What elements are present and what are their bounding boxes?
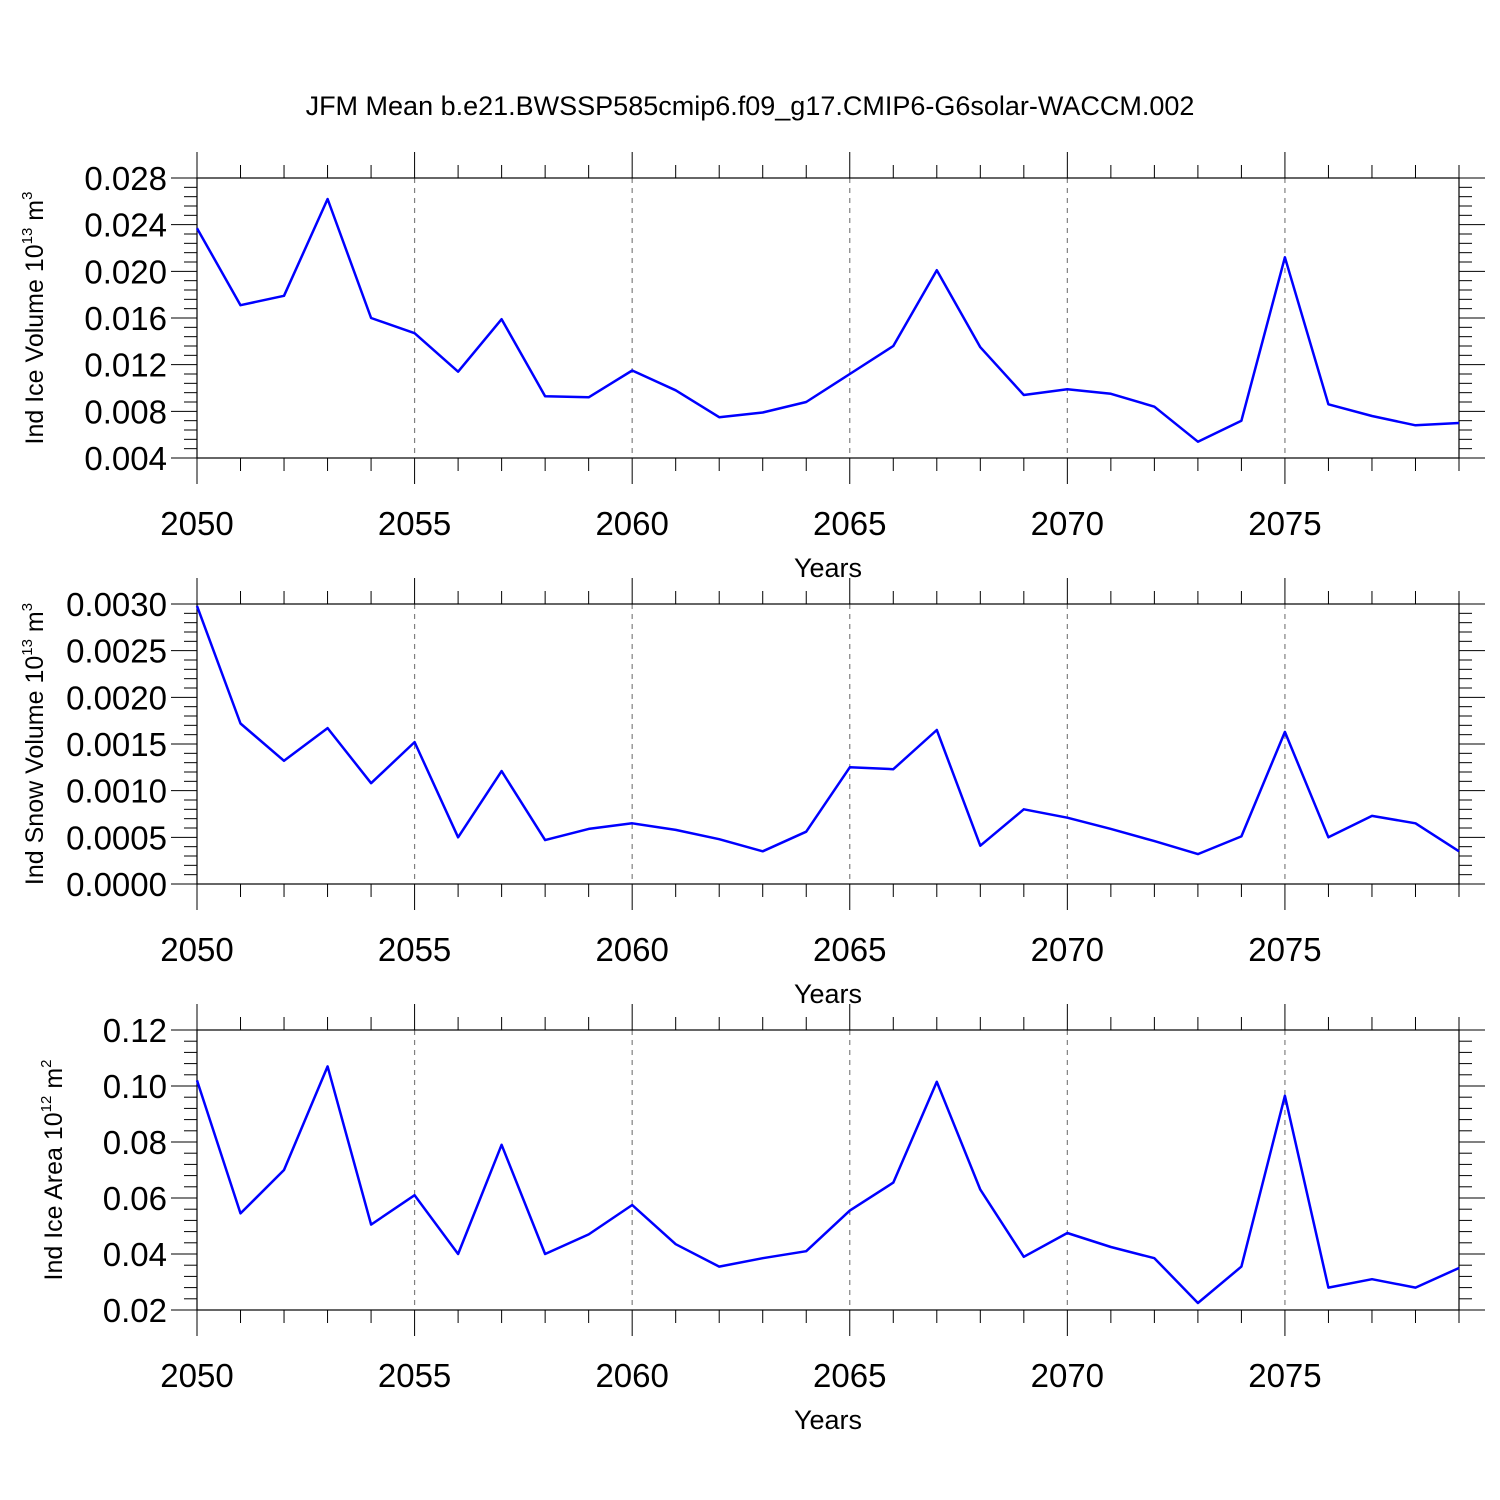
y-tick-label: 0.12	[103, 1012, 167, 1049]
x-axis-title: Years	[794, 979, 862, 1009]
x-tick-label: 2065	[813, 505, 886, 542]
y-tick-label: 0.004	[84, 440, 167, 477]
y-tick-label: 0.020	[84, 253, 167, 290]
y-tick-label: 0.06	[103, 1180, 167, 1217]
y-tick-label: 0.04	[103, 1236, 167, 1273]
x-tick-label: 2070	[1031, 505, 1104, 542]
plot-frame	[196, 1029, 1460, 1311]
x-tick-label: 2050	[160, 1357, 233, 1394]
x-tick-label: 2075	[1248, 1357, 1321, 1394]
x-tick-label: 2075	[1248, 505, 1321, 542]
y-tick-label: 0.0025	[66, 633, 167, 670]
panels-group: 0.004 0.008 0.012 0.016 0.020 0.024 0.028 2050 2…	[19, 152, 1485, 1435]
y-tick-label: 0.08	[103, 1124, 167, 1161]
x-tick-label: 2055	[378, 505, 451, 542]
y-tick-label: 0.012	[84, 347, 167, 384]
series-line	[195, 197, 1460, 443]
panel-1: 0.004 0.008 0.012 0.016 0.020 0.024 0.028 2050 2…	[19, 152, 1485, 583]
x-tick-label: 2060	[595, 505, 668, 542]
y-tick-label: 0.0010	[66, 773, 167, 810]
x-tick-label: 2070	[1031, 931, 1104, 968]
y-tick-label: 0.028	[84, 160, 167, 197]
x-axis-title: Years	[794, 553, 862, 583]
y-tick-label: 0.0020	[66, 679, 167, 716]
x-tick-label: 2065	[813, 1357, 886, 1394]
panel-3: 0.02 0.04 0.06 0.08 0.10 0.12 2050 2055 2060 2065…	[38, 1004, 1485, 1435]
y-tick-label: 0.0015	[66, 726, 167, 763]
figure-title: JFM Mean b.e21.BWSSP585cmip6.f09_g17.CMI…	[306, 91, 1195, 121]
y-tick-label: 0.024	[84, 207, 167, 244]
y-tick-label: 0.0000	[66, 866, 167, 903]
x-tick-label: 2075	[1248, 931, 1321, 968]
x-tick-label: 2055	[378, 1357, 451, 1394]
y-tick-label: 0.0005	[66, 819, 167, 856]
x-tick-label: 2050	[160, 505, 233, 542]
x-tick-label: 2060	[595, 1357, 668, 1394]
series-line	[195, 1065, 1460, 1305]
series-line	[195, 605, 1460, 856]
y-tick-label: 0.016	[84, 300, 167, 337]
x-tick-label: 2065	[813, 931, 886, 968]
y-tick-label: 0.0030	[66, 586, 167, 623]
y-axis-title: Ind Snow Volume 1013 m3	[19, 603, 49, 885]
x-axis-title: Years	[794, 1405, 862, 1435]
x-tick-label: 2060	[595, 931, 668, 968]
panel-2: 0.0000 0.0005 0.0010 0.0015 0.0020 0.0025 0.00…	[19, 578, 1485, 1009]
x-tick-label: 2050	[160, 931, 233, 968]
y-axis-title: Ind Ice Volume 1013 m3	[19, 192, 49, 445]
y-tick-label: 0.02	[103, 1292, 167, 1329]
plot-frame	[196, 603, 1460, 885]
y-tick-label: 0.008	[84, 393, 167, 430]
y-tick-label: 0.10	[103, 1068, 167, 1105]
y-axis-title: Ind Ice Area 1012 m2	[38, 1060, 68, 1281]
plot-frame	[196, 177, 1460, 459]
x-tick-label: 2070	[1031, 1357, 1104, 1394]
x-tick-label: 2055	[378, 931, 451, 968]
